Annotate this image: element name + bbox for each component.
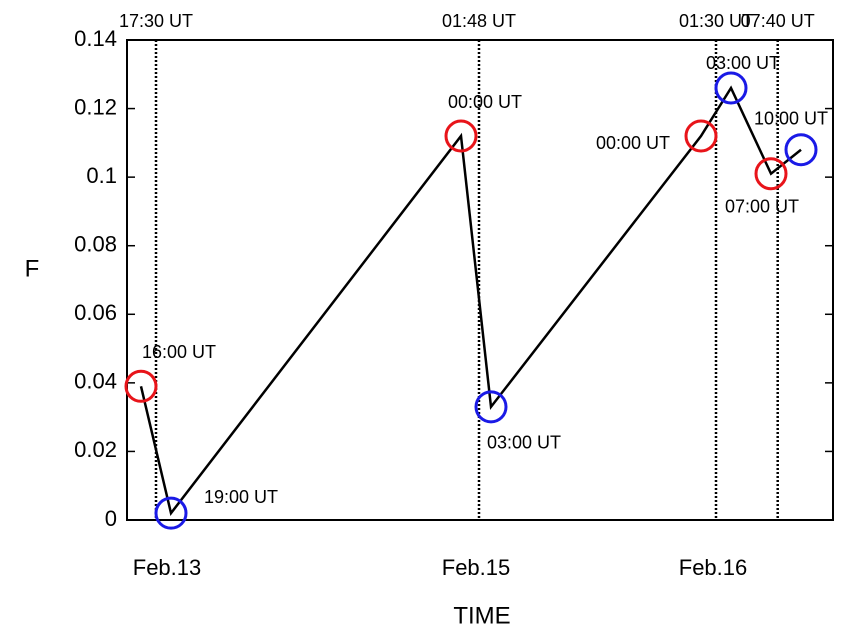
- x-tick-label: Feb.16: [679, 555, 748, 580]
- point-marker: [154, 496, 188, 530]
- y-tick-label: 0: [105, 506, 117, 531]
- point-label: 00:00 UT: [596, 133, 670, 153]
- plot-frame: [126, 39, 834, 521]
- point-label: 07:00 UT: [725, 196, 799, 216]
- point-marker: [444, 119, 478, 153]
- x-tick-label: Feb.13: [133, 555, 202, 580]
- point-marker: [124, 369, 158, 403]
- point-marker: [784, 133, 818, 167]
- y-axis-label: F: [25, 255, 40, 282]
- x-tick-label: Feb.15: [442, 555, 511, 580]
- point-label: 03:00 UT: [706, 53, 780, 73]
- y-tick-label: 0.14: [74, 26, 117, 51]
- event-label: 07:40 UT: [741, 11, 815, 31]
- y-tick-label: 0.04: [74, 369, 117, 394]
- x-axis-label: TIME: [453, 602, 510, 629]
- point-marker: [714, 71, 748, 105]
- y-tick-label: 0.02: [74, 437, 117, 462]
- point-label: 16:00 UT: [142, 342, 216, 362]
- y-tick-label: 0.1: [86, 163, 117, 188]
- point-marker: [684, 119, 718, 153]
- point-label: 00:00 UT: [448, 92, 522, 112]
- point-label: 03:00 UT: [487, 433, 561, 453]
- event-label: 01:48 UT: [442, 11, 516, 31]
- event-label: 17:30 UT: [119, 11, 193, 31]
- point-label: 10:00 UT: [754, 108, 828, 128]
- point-marker: [474, 390, 508, 424]
- point-label: 19:00 UT: [204, 487, 278, 507]
- y-tick-label: 0.08: [74, 232, 117, 257]
- y-tick-label: 0.06: [74, 300, 117, 325]
- event-label: 01:30 UT: [679, 11, 753, 31]
- y-tick-label: 0.12: [74, 94, 117, 119]
- point-marker: [754, 157, 788, 191]
